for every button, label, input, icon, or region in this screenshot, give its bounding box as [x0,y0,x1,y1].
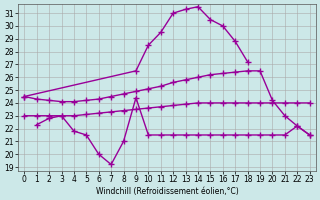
X-axis label: Windchill (Refroidissement éolien,°C): Windchill (Refroidissement éolien,°C) [96,187,238,196]
